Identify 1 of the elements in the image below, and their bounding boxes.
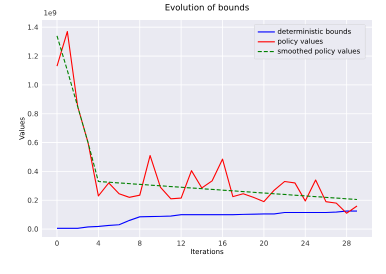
chart-title: Evolution of bounds — [166, 4, 249, 10]
